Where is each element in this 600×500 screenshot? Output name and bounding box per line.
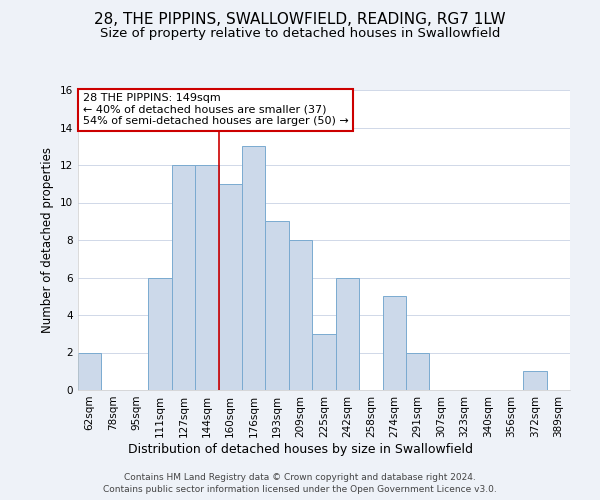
Text: 28, THE PIPPINS, SWALLOWFIELD, READING, RG7 1LW: 28, THE PIPPINS, SWALLOWFIELD, READING, … <box>94 12 506 28</box>
Y-axis label: Number of detached properties: Number of detached properties <box>41 147 55 333</box>
Bar <box>289 240 312 390</box>
Bar <box>242 146 265 390</box>
Bar <box>218 184 242 390</box>
Bar <box>148 278 172 390</box>
Text: Contains public sector information licensed under the Open Government Licence v3: Contains public sector information licen… <box>103 485 497 494</box>
Bar <box>406 352 430 390</box>
Bar <box>195 165 218 390</box>
Text: Contains HM Land Registry data © Crown copyright and database right 2024.: Contains HM Land Registry data © Crown c… <box>124 472 476 482</box>
Bar <box>383 296 406 390</box>
Bar <box>336 278 359 390</box>
Bar <box>78 352 101 390</box>
Bar <box>172 165 195 390</box>
Bar <box>523 371 547 390</box>
Bar <box>312 334 336 390</box>
Text: Size of property relative to detached houses in Swallowfield: Size of property relative to detached ho… <box>100 28 500 40</box>
Text: Distribution of detached houses by size in Swallowfield: Distribution of detached houses by size … <box>128 442 473 456</box>
Text: 28 THE PIPPINS: 149sqm
← 40% of detached houses are smaller (37)
54% of semi-det: 28 THE PIPPINS: 149sqm ← 40% of detached… <box>83 93 349 126</box>
Bar <box>265 221 289 390</box>
